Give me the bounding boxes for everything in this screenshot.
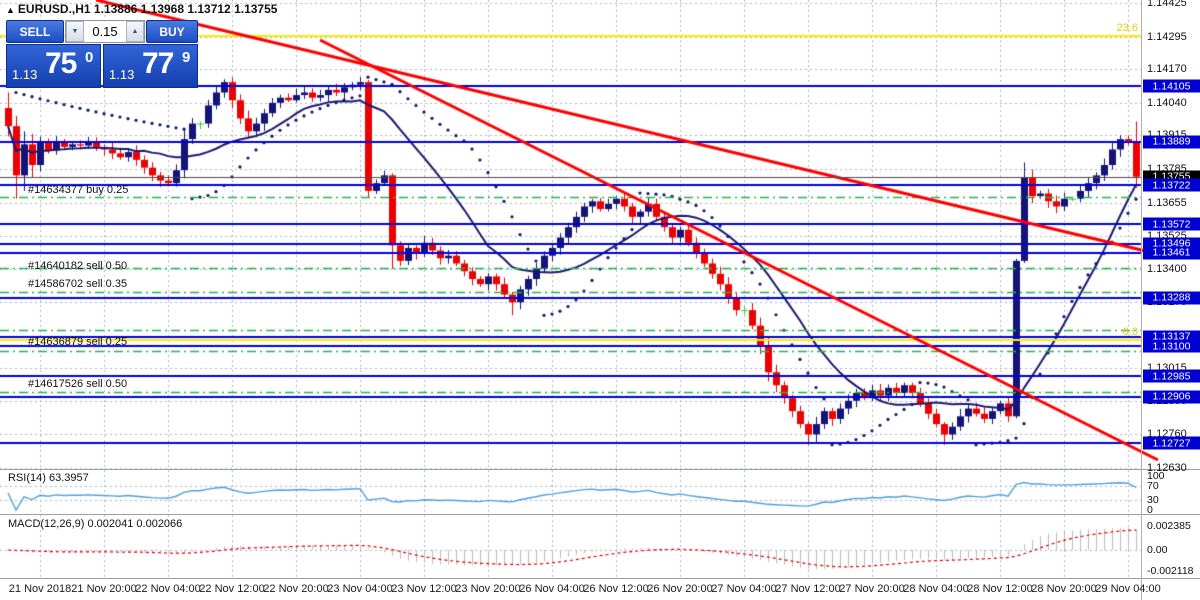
price-axis-tick: 1.14425 [1147,0,1187,10]
time-axis-label: 26 Nov 20:00 [647,583,713,595]
time-axis-label: 22 Nov 04:00 [135,583,201,595]
order-line-label: #14640182 sell 0.50 [28,260,128,272]
hline-price-badge: 1.13572 [1143,217,1200,231]
hline-price-badge: 1.12727 [1143,436,1200,450]
time-axis-label: 28 Nov 20:00 [1031,583,1097,595]
volume-decrease-icon[interactable]: ▼ [66,21,84,42]
volume-control: ▼ 0.15 ▲ [65,20,145,43]
rsi-scale-label: 0 [1147,504,1153,516]
price-axis-tick: 1.12630 [1147,462,1187,475]
macd-scale-label: 0.002385 [1147,520,1191,533]
pane-separator-rsi[interactable] [0,469,1200,470]
rsi-scale-label: 100 [1147,470,1165,482]
hline-price-badge: 1.13461 [1143,246,1200,260]
hline-price-badge: 1.13100 [1143,339,1200,353]
price-axis-tick: 1.14295 [1147,30,1187,43]
hline-price-badge: 1.13889 [1143,135,1200,149]
sell-price-pip: 0 [85,49,94,66]
time-axis-label: 27 Nov 12:00 [775,583,841,595]
sell-price-prefix: 1.13 [12,67,38,82]
time-axis-label: 26 Nov 12:00 [583,583,649,595]
macd-scale-label: -0.002118 [1147,565,1194,578]
fib-level-label: 23.6 [1116,22,1138,34]
price-axis-separator [1141,0,1142,600]
order-line-label: #14586702 sell 0.35 [28,278,128,290]
time-axis-label: 26 Nov 04:00 [519,583,585,595]
hline-price-badge: 1.13288 [1143,291,1200,305]
hline-price-badge: 1.13722 [1143,178,1200,192]
time-axis-label: 23 Nov 12:00 [391,583,457,595]
rsi-scale-label: 70 [1147,480,1159,493]
buy-price-pip: 9 [182,49,191,66]
hline-price-badge: 1.14105 [1143,79,1200,93]
sell-price-box[interactable]: 1.13 75 0 [6,44,101,88]
time-axis-label: 27 Nov 20:00 [839,583,905,595]
buy-button[interactable]: BUY [146,20,198,43]
price-axis-tick: 1.14170 [1147,63,1187,76]
time-axis-label: 27 Nov 04:00 [711,583,777,595]
time-axis-label: 22 Nov 20:00 [263,583,329,595]
order-line-label: #14636879 sell 0.25 [28,336,128,348]
fib-level-label: 0.0 [1122,325,1138,338]
pane-separator-macd[interactable] [0,514,1200,515]
symbol-title: ▲ EURUSD.,H1 1.13886 1.13968 1.13712 1.13… [6,2,277,16]
macd-indicator-label: MACD(12,26,9) 0.002041 0.002066 [8,518,183,530]
time-axis-label: 23 Nov 04:00 [327,583,393,595]
price-axis-tick: 1.13400 [1147,262,1187,275]
one-click-trading-panel: SELL ▼ 0.15 ▲ BUY 1.13 75 0 1.13 77 9 [6,20,198,88]
volume-input[interactable]: 0.15 [92,24,118,39]
time-axis-label: 22 Nov 12:00 [199,583,265,595]
sell-price-main: 75 [45,47,77,80]
hline-price-badge: 1.12985 [1143,369,1200,383]
buy-price-box[interactable]: 1.13 77 9 [103,44,198,88]
macd-scale-label: 0.00 [1147,544,1168,556]
order-line-label: #14617526 sell 0.50 [28,378,128,390]
time-axis-label: 23 Nov 20:00 [455,583,521,595]
time-axis-label: 28 Nov 12:00 [967,583,1033,595]
buy-price-prefix: 1.13 [109,67,135,82]
order-line-label: #14634377 buy 0.25 [28,184,129,196]
sell-button[interactable]: SELL [6,20,64,43]
rsi-indicator-label: RSI(14) 63.3957 [8,472,89,484]
time-axis-label: 21 Nov 20:00 [71,583,137,595]
time-axis-label: 21 Nov 2018 [8,583,72,595]
hline-price-badge: 1.12906 [1143,390,1200,404]
time-axis-label: 28 Nov 04:00 [903,583,969,595]
rsi-scale-label: 30 [1147,493,1159,506]
collapse-arrow-icon[interactable]: ▲ [6,5,15,15]
volume-increase-icon[interactable]: ▲ [126,21,144,42]
symbol-ohlc-text: EURUSD.,H1 1.13886 1.13968 1.13712 1.137… [17,2,278,16]
time-axis-separator [0,578,1200,579]
price-axis-tick: 1.14040 [1147,96,1187,109]
price-axis-tick: 1.13655 [1147,196,1187,209]
time-axis-label: 29 Nov 04:00 [1095,583,1161,595]
buy-price-main: 77 [142,47,174,80]
